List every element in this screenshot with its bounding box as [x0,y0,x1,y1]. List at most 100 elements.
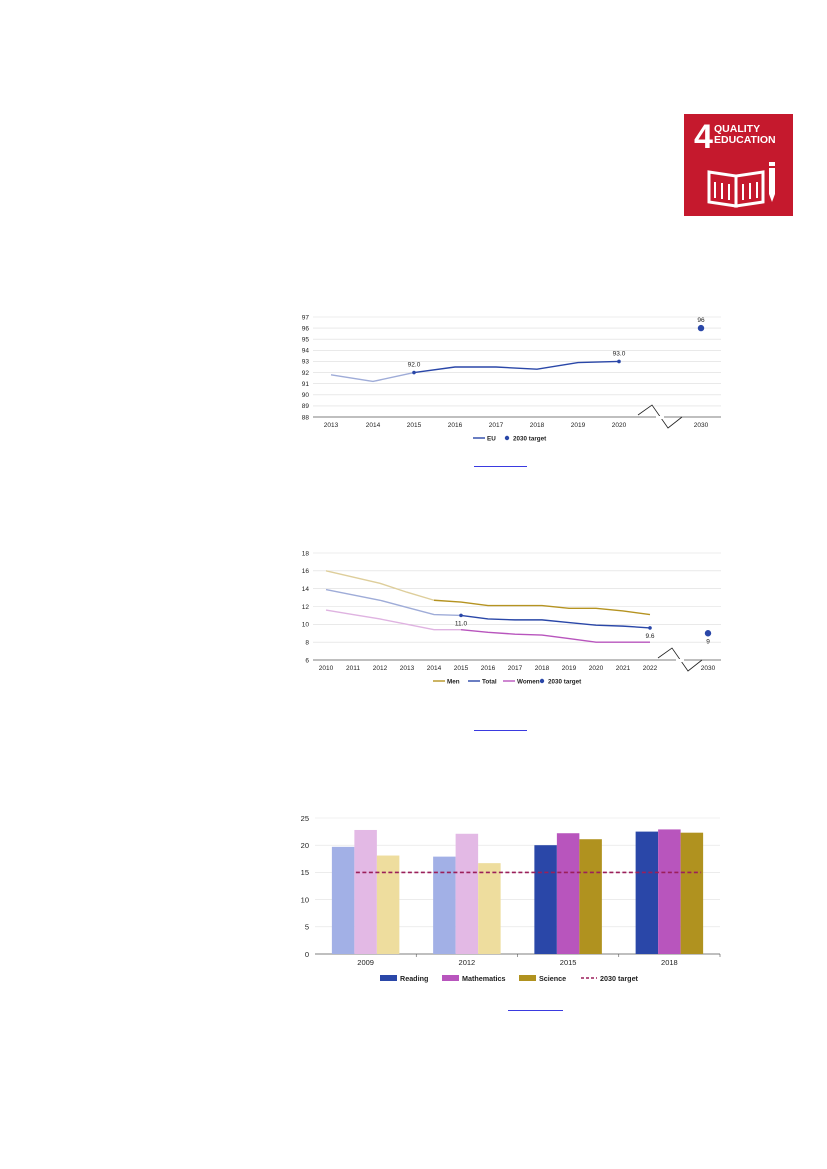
legend-label: Mathematics [462,974,506,983]
bar-science [680,832,704,954]
bar-reading [635,831,659,954]
x-tick-label: 2016 [481,665,496,672]
target-point [704,630,712,637]
bar-mathematics [455,833,479,954]
chart-3-svg: 0 5 10 15 20 25 2009 2012 2015 2018 Reading Mathema… [301,814,721,983]
data-label: 11.0 [455,620,468,627]
x-tick-label: 2012 [373,665,388,672]
legend-swatch [380,975,397,981]
series-line-faded-men [325,570,435,601]
y-tick-label: 91 [302,381,310,388]
legend-marker [504,435,510,441]
x-tick-label: 2022 [643,665,658,672]
x-tick-label: 2013 [400,665,415,672]
y-tick-label: 0 [305,950,309,959]
legend-label: Women [517,679,540,686]
legend-swatch [519,975,536,981]
x-tick-label: 2020 [612,422,627,429]
y-tick-label: 12 [302,604,310,611]
x-tick-label: 2018 [530,422,545,429]
data-label: 92.0 [408,362,421,369]
chart-2-container: 6 8 10 12 14 16 18 2010 2011 2012 2013 2014 2015 2016… [283,546,723,691]
y-tick-label: 15 [301,868,309,877]
x-tick-label: 2030 [694,422,709,429]
y-tick-label: 95 [302,337,310,344]
axis-break-gap [676,659,684,662]
labelled-point [459,613,463,618]
chart-2-svg: 6 8 10 12 14 16 18 2010 2011 2012 2013 2014 2015 2016… [302,550,721,686]
legend-swatch [442,975,459,981]
y-tick-label: 10 [302,622,310,629]
y-tick-label: 10 [301,895,309,904]
x-tick-label: 2014 [427,665,442,672]
target-point [697,324,705,332]
x-tick-label: 2020 [589,665,604,672]
x-tick-label: 2019 [562,665,577,672]
data-label: 9.6 [645,633,654,640]
labelled-point [648,626,652,630]
x-tick-label: 2014 [366,422,381,429]
x-tick-label: 2019 [571,422,586,429]
y-tick-label: 16 [302,568,310,575]
x-tick-label: 2021 [616,665,631,672]
x-tick-label: 2016 [448,422,463,429]
y-tick-label: 8 [305,639,309,646]
x-tick-label: 2015 [454,665,469,672]
bar-mathematics [556,833,580,954]
source-link-3[interactable] [508,1010,563,1011]
y-tick-label: 5 [305,923,309,932]
bar-mathematics [354,829,377,954]
data-label: 96 [697,317,705,324]
x-tick-label: 2017 [508,665,523,672]
labelled-point [617,359,621,364]
sdg-title-line2: EDUCATION [714,134,776,146]
x-tick-label: 2010 [319,665,334,672]
bar-reading [534,845,557,954]
x-tick-label: 2011 [346,665,360,672]
sdg-title-line1: QUALITY [714,123,761,135]
data-label: 93.0 [613,350,626,357]
book-pencil-icon [707,162,775,208]
x-tick-label: 2009 [357,958,374,967]
y-tick-label: 89 [302,403,310,410]
y-tick-label: 14 [302,586,310,593]
legend-label: 2030 target [600,974,639,983]
series-line-faded-total [325,588,462,617]
sdg-title: QUALITY EDUCATION [714,124,776,146]
series-line-eu [413,360,620,374]
legend-label: Men [447,679,460,686]
x-tick-label: 2013 [324,422,339,429]
legend-label: Reading [400,974,428,983]
bar-mathematics [658,829,681,954]
y-tick-label: 20 [301,841,309,850]
y-tick-label: 90 [302,392,310,399]
legend-marker [539,678,545,684]
x-tick-label: 2018 [661,958,678,967]
source-link-2[interactable] [474,730,527,731]
series-line-faded-eu [330,371,415,383]
y-tick-label: 94 [302,348,310,355]
source-link-1[interactable] [474,466,527,467]
x-tick-label: 2012 [459,958,476,967]
y-tick-label: 6 [305,657,309,664]
bar-science [579,839,602,954]
series-line-women [460,628,650,643]
y-tick-label: 92 [302,370,310,377]
bar-science [376,855,400,954]
y-tick-label: 93 [302,359,310,366]
legend-label: Total [482,679,497,686]
y-tick-label: 18 [302,550,310,557]
y-tick-label: 97 [302,314,310,321]
sdg-number: 4 [694,118,713,156]
x-tick-label: 2017 [489,422,504,429]
data-label: 9 [706,638,710,645]
y-tick-label: 96 [302,325,310,332]
bar-reading [433,856,456,954]
bar-science [478,863,501,954]
labelled-point [412,370,416,375]
x-tick-label: 2015 [407,422,422,429]
legend-label: 2030 target [548,679,582,686]
bar-reading [331,846,355,954]
series-line-faded-women [325,609,461,631]
axis-break-gap [656,416,664,419]
